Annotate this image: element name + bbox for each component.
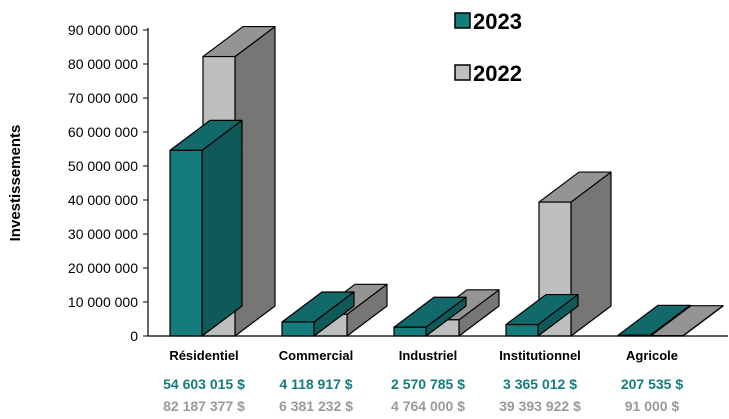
x-tick-label: Agricole: [626, 348, 678, 363]
legend-label: 2023: [473, 9, 522, 34]
bar-2023-0: [169, 119, 243, 337]
data-label-2022: 4 764 000 $: [391, 398, 465, 414]
y-tick-label: 80 000 000: [68, 56, 138, 72]
legend-item-2022: 2022: [454, 61, 522, 86]
y-tick-label: 50 000 000: [68, 158, 138, 174]
y-axis: 0 10 000 000 20 000 000 30 000 000 40 000 00…: [68, 22, 149, 344]
y-tick-label: 60 000 000: [68, 124, 138, 140]
data-label-2022: 39 393 922 $: [499, 398, 581, 414]
y-tick-label: 90 000 000: [68, 22, 138, 38]
x-tick-label: Commercial: [279, 348, 353, 363]
y-axis-label: Investissements: [7, 125, 24, 242]
data-label-2023: 3 365 012 $: [503, 376, 577, 392]
bars: [169, 25, 724, 337]
data-label-2023: 207 535 $: [621, 376, 683, 392]
x-tick-label: Résidentiel: [169, 348, 238, 363]
y-tick-label: 40 000 000: [68, 192, 138, 208]
series-2023: [169, 119, 691, 337]
bar-2023-3: [505, 293, 579, 337]
x-tick-label: Industriel: [399, 348, 458, 363]
legend-swatch: [454, 64, 471, 81]
bar-2023-1: [281, 291, 355, 337]
legend-item-2023: 2023: [454, 9, 522, 34]
data-label-2022: 6 381 232 $: [279, 398, 353, 414]
value-labels: 54 603 015 $ 4 118 917 $ 2 570 785 $ 3 365 …: [163, 376, 683, 414]
data-label-2023: 2 570 785 $: [391, 376, 465, 392]
y-tick-label: 30 000 000: [68, 226, 138, 242]
data-label-2022: 91 000 $: [625, 398, 680, 414]
legend: 2023 2022: [454, 9, 522, 86]
legend-swatch: [454, 12, 471, 29]
x-tick-label: Institutionnel: [499, 348, 581, 363]
x-axis: Résidentiel Commercial Industriel Instituti…: [148, 335, 728, 363]
data-label-2023: 4 118 917 $: [279, 376, 352, 392]
y-tick-label: 10 000 000: [68, 294, 138, 310]
y-tick-label: 70 000 000: [68, 90, 138, 106]
legend-label: 2022: [473, 61, 522, 86]
data-label-2023: 54 603 015 $: [163, 376, 245, 392]
y-tick-label: 0: [130, 328, 138, 344]
y-tick-label: 20 000 000: [68, 260, 138, 276]
data-label-2022: 82 187 377 $: [163, 398, 245, 414]
